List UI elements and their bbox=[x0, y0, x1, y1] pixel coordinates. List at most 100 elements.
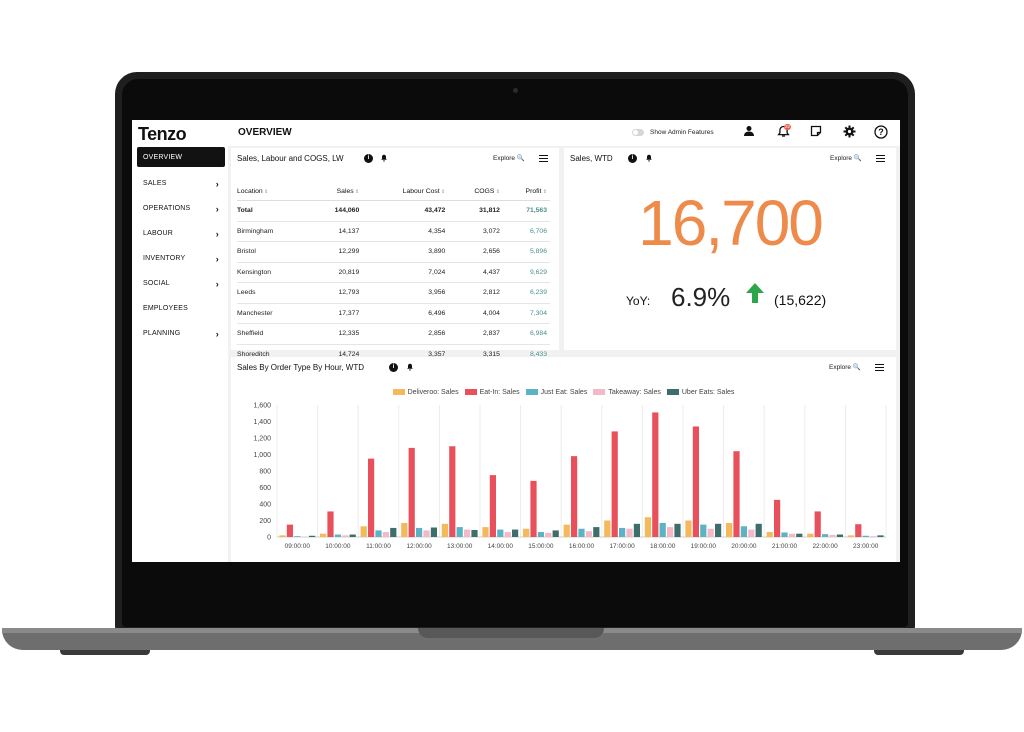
bar bbox=[464, 529, 471, 537]
chevron-right-icon: › bbox=[215, 203, 219, 214]
x-tick-label: 09:00:00 bbox=[285, 543, 311, 550]
sort-icon[interactable]: ⇕ bbox=[439, 188, 446, 195]
info-icon[interactable]: i bbox=[628, 154, 637, 163]
sort-icon[interactable]: ⇕ bbox=[262, 188, 269, 195]
bar bbox=[814, 511, 821, 537]
sort-icon[interactable]: ⇕ bbox=[494, 188, 500, 195]
card-menu-icon[interactable] bbox=[875, 364, 884, 371]
legend-item[interactable]: Uber Eats: Sales bbox=[666, 389, 734, 396]
table-row[interactable]: Birmingham 14,137 4,354 3,072 6,706 bbox=[237, 221, 550, 242]
app-screen: Tenzo OVERVIEW SALES › OPERATIONS › LABOUR › IN… bbox=[132, 120, 900, 562]
bar bbox=[294, 536, 301, 537]
table-cell: 3,072 bbox=[448, 221, 503, 242]
column-header-cogs[interactable]: COGS ⇕ bbox=[448, 182, 503, 201]
bar bbox=[408, 447, 415, 537]
table-cell: 6,984 bbox=[502, 323, 550, 345]
svg-text:?: ? bbox=[878, 127, 884, 137]
sidebar-item-label: SALES bbox=[143, 180, 167, 187]
sales-table: Location ⇕ Sales ⇕ Labour Cost ⇕ COGS ⇕ Prof… bbox=[237, 182, 550, 365]
sidebar-nav: OVERVIEW SALES › OPERATIONS › LABOUR › INVENTOR… bbox=[137, 147, 225, 346]
bar bbox=[593, 527, 600, 537]
legend-item[interactable]: Takeaway: Sales bbox=[593, 389, 661, 396]
sidebar-item-overview[interactable]: OVERVIEW bbox=[137, 147, 225, 167]
table-cell: 71,563 bbox=[502, 200, 550, 222]
card-menu-icon[interactable] bbox=[539, 155, 548, 162]
alert-bell-icon[interactable] bbox=[405, 363, 414, 372]
laptop-notch bbox=[418, 628, 604, 638]
alert-bell-icon[interactable] bbox=[379, 154, 388, 163]
table-cell: Manchester bbox=[237, 303, 310, 324]
bar bbox=[327, 511, 334, 537]
y-tick-label: 1,000 bbox=[253, 452, 271, 459]
legend-swatch bbox=[392, 389, 405, 396]
info-icon[interactable]: i bbox=[389, 363, 398, 372]
bar bbox=[855, 524, 862, 537]
sidebar-item-inventory[interactable]: INVENTORY › bbox=[137, 246, 225, 271]
bar bbox=[674, 523, 681, 537]
table-cell: 12,299 bbox=[309, 241, 363, 263]
sidebar-item-sales[interactable]: SALES › bbox=[137, 171, 225, 196]
sort-icon[interactable]: ⇕ bbox=[541, 188, 547, 195]
table-cell: Birmingham bbox=[237, 221, 310, 242]
bar bbox=[700, 524, 707, 537]
settings-gear-icon[interactable] bbox=[841, 125, 857, 141]
bar bbox=[836, 534, 843, 537]
x-tick-label: 22:00:00 bbox=[812, 543, 838, 550]
explore-link[interactable]: Explore 🔍 bbox=[830, 155, 862, 162]
card-title: Sales, Labour and COGS, LW bbox=[237, 154, 344, 163]
app-logo[interactable]: Tenzo bbox=[138, 124, 187, 144]
chevron-right-icon: › bbox=[215, 253, 219, 264]
bar bbox=[456, 527, 463, 537]
column-header-location[interactable]: Location ⇕ bbox=[237, 182, 310, 201]
sidebar-item-employees[interactable]: EMPLOYEES bbox=[137, 296, 225, 321]
notifications-bell-icon[interactable]: 22 bbox=[775, 124, 792, 141]
legend-item[interactable]: Eat-In: Sales bbox=[464, 389, 520, 396]
table-cell: 144,060 bbox=[309, 200, 363, 222]
sidebar-item-labour[interactable]: LABOUR › bbox=[137, 221, 225, 246]
explore-link[interactable]: Explore 🔍 bbox=[493, 155, 525, 162]
bar bbox=[626, 528, 633, 537]
legend-item[interactable]: Just Eat: Sales bbox=[525, 389, 587, 396]
bar-chart: 0 200 400 600 800 1,000 1,200 1,400 1,600 09:00:0… bbox=[253, 403, 887, 550]
legend-item[interactable]: Deliveroo: Sales bbox=[392, 389, 459, 396]
explore-link[interactable]: Explore 🔍 bbox=[829, 364, 861, 371]
bar bbox=[512, 529, 519, 537]
notes-icon[interactable] bbox=[808, 125, 824, 141]
column-header-profit[interactable]: Profit ⇕ bbox=[502, 182, 550, 201]
sidebar-item-social[interactable]: SOCIAL › bbox=[137, 271, 225, 296]
bar bbox=[788, 533, 795, 537]
sidebar-item-label: PLANNING bbox=[143, 330, 181, 337]
info-icon[interactable]: i bbox=[364, 154, 373, 163]
alert-bell-icon[interactable] bbox=[644, 154, 653, 163]
table-cell: 17,377 bbox=[309, 303, 363, 324]
table-row[interactable]: Total 144,060 43,472 31,812 71,563 bbox=[237, 200, 550, 222]
previous-year-value: (15,622) bbox=[774, 292, 827, 308]
help-icon[interactable]: ? bbox=[873, 125, 889, 141]
card-menu-icon[interactable] bbox=[876, 155, 885, 162]
bar bbox=[748, 529, 755, 537]
bar bbox=[726, 522, 733, 537]
table-row[interactable]: Bristol 12,299 3,890 2,656 5,896 bbox=[237, 241, 550, 263]
column-header-sales[interactable]: Sales ⇕ bbox=[309, 182, 363, 201]
notification-count-badge: 22 bbox=[784, 124, 792, 130]
bar bbox=[497, 529, 504, 537]
table-row[interactable]: Leeds 12,793 3,956 2,812 6,239 bbox=[237, 282, 550, 304]
bar bbox=[342, 535, 349, 537]
table-row[interactable]: Sheffield 12,335 2,856 2,837 6,984 bbox=[237, 323, 550, 345]
sidebar-item-label: SOCIAL bbox=[143, 280, 170, 287]
table-cell: 7,024 bbox=[362, 262, 449, 283]
admin-features-toggle[interactable] bbox=[632, 129, 644, 136]
table-cell: Leeds bbox=[237, 282, 310, 304]
table-cell: 9,629 bbox=[502, 262, 550, 283]
sidebar-item-operations[interactable]: OPERATIONS › bbox=[137, 196, 225, 221]
user-icon[interactable] bbox=[741, 125, 757, 141]
bar bbox=[870, 536, 877, 537]
sidebar-item-planning[interactable]: PLANNING › bbox=[137, 321, 225, 346]
sort-icon[interactable]: ⇕ bbox=[353, 188, 360, 195]
arrow-up-icon bbox=[744, 281, 766, 312]
bar bbox=[633, 523, 640, 537]
table-row[interactable]: Manchester 17,377 6,496 4,004 7,304 bbox=[237, 303, 550, 324]
sidebar-item-label: OPERATIONS bbox=[143, 205, 191, 212]
column-header-labour-cost[interactable]: Labour Cost ⇕ bbox=[362, 182, 449, 201]
table-row[interactable]: Kensington 20,819 7,024 4,437 9,629 bbox=[237, 262, 550, 283]
